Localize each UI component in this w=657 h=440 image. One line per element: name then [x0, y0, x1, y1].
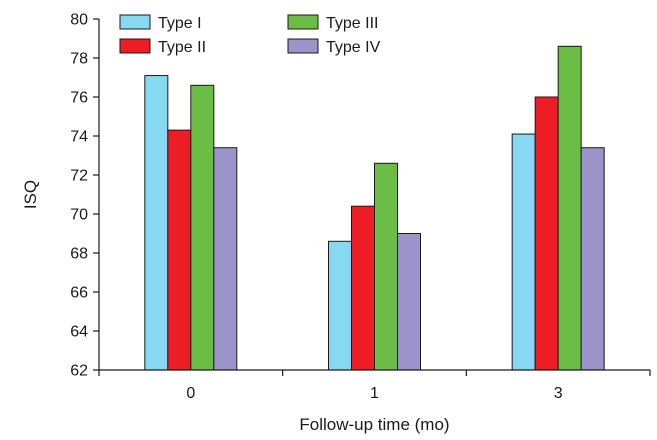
y-tick-label: 74 — [70, 129, 88, 146]
bar-type-ii-0 — [167, 129, 192, 371]
x-tick-label: 3 — [554, 385, 563, 402]
legend-swatch-type-iii — [287, 14, 319, 30]
y-tick-label: 68 — [70, 246, 88, 263]
y-tick-label: 72 — [70, 168, 88, 185]
bar-type-iii-1 — [374, 162, 398, 371]
bar-type-i-0 — [144, 75, 169, 371]
x-tick-label: 0 — [186, 385, 195, 402]
y-axis-title: ISQ — [21, 180, 40, 209]
legend-label-type-i: Type I — [158, 15, 202, 32]
axes-group: 62 64 66 68 70 72 74 76 78 80 0 1 3 — [70, 12, 651, 402]
bar-type-iii-0 — [190, 84, 215, 371]
y-tick-label: 80 — [70, 12, 88, 29]
bar-type-iv-3 — [580, 147, 605, 371]
bar-type-i-3 — [511, 133, 536, 371]
bar-type-ii-1 — [351, 205, 375, 371]
legend-swatch-type-i — [119, 14, 151, 30]
bar-type-ii-3 — [534, 96, 559, 371]
y-tick-label: 66 — [70, 285, 88, 302]
y-tick-label: 76 — [70, 90, 88, 107]
y-tick-label: 70 — [70, 207, 88, 224]
x-axis-title: Follow-up time (mo) — [299, 415, 449, 434]
bar-type-iv-1 — [397, 233, 421, 371]
legend-swatch-type-iv — [287, 38, 319, 54]
legend-label-type-ii: Type II — [158, 39, 206, 56]
bar-type-iv-0 — [213, 147, 238, 371]
legend-label-type-iv: Type IV — [326, 39, 381, 56]
y-tick-label: 78 — [70, 51, 88, 68]
y-tick-label: 62 — [70, 363, 88, 380]
y-tick-label: 64 — [70, 324, 88, 341]
legend-swatch-type-ii — [119, 38, 151, 54]
bar-type-iii-3 — [557, 45, 582, 371]
bar-type-i-1 — [328, 240, 352, 371]
bars-group — [144, 45, 605, 371]
legend: Type I Type II Type III Type IV — [119, 14, 381, 56]
x-tick-label: 1 — [370, 385, 379, 402]
legend-label-type-iii: Type III — [326, 15, 378, 32]
